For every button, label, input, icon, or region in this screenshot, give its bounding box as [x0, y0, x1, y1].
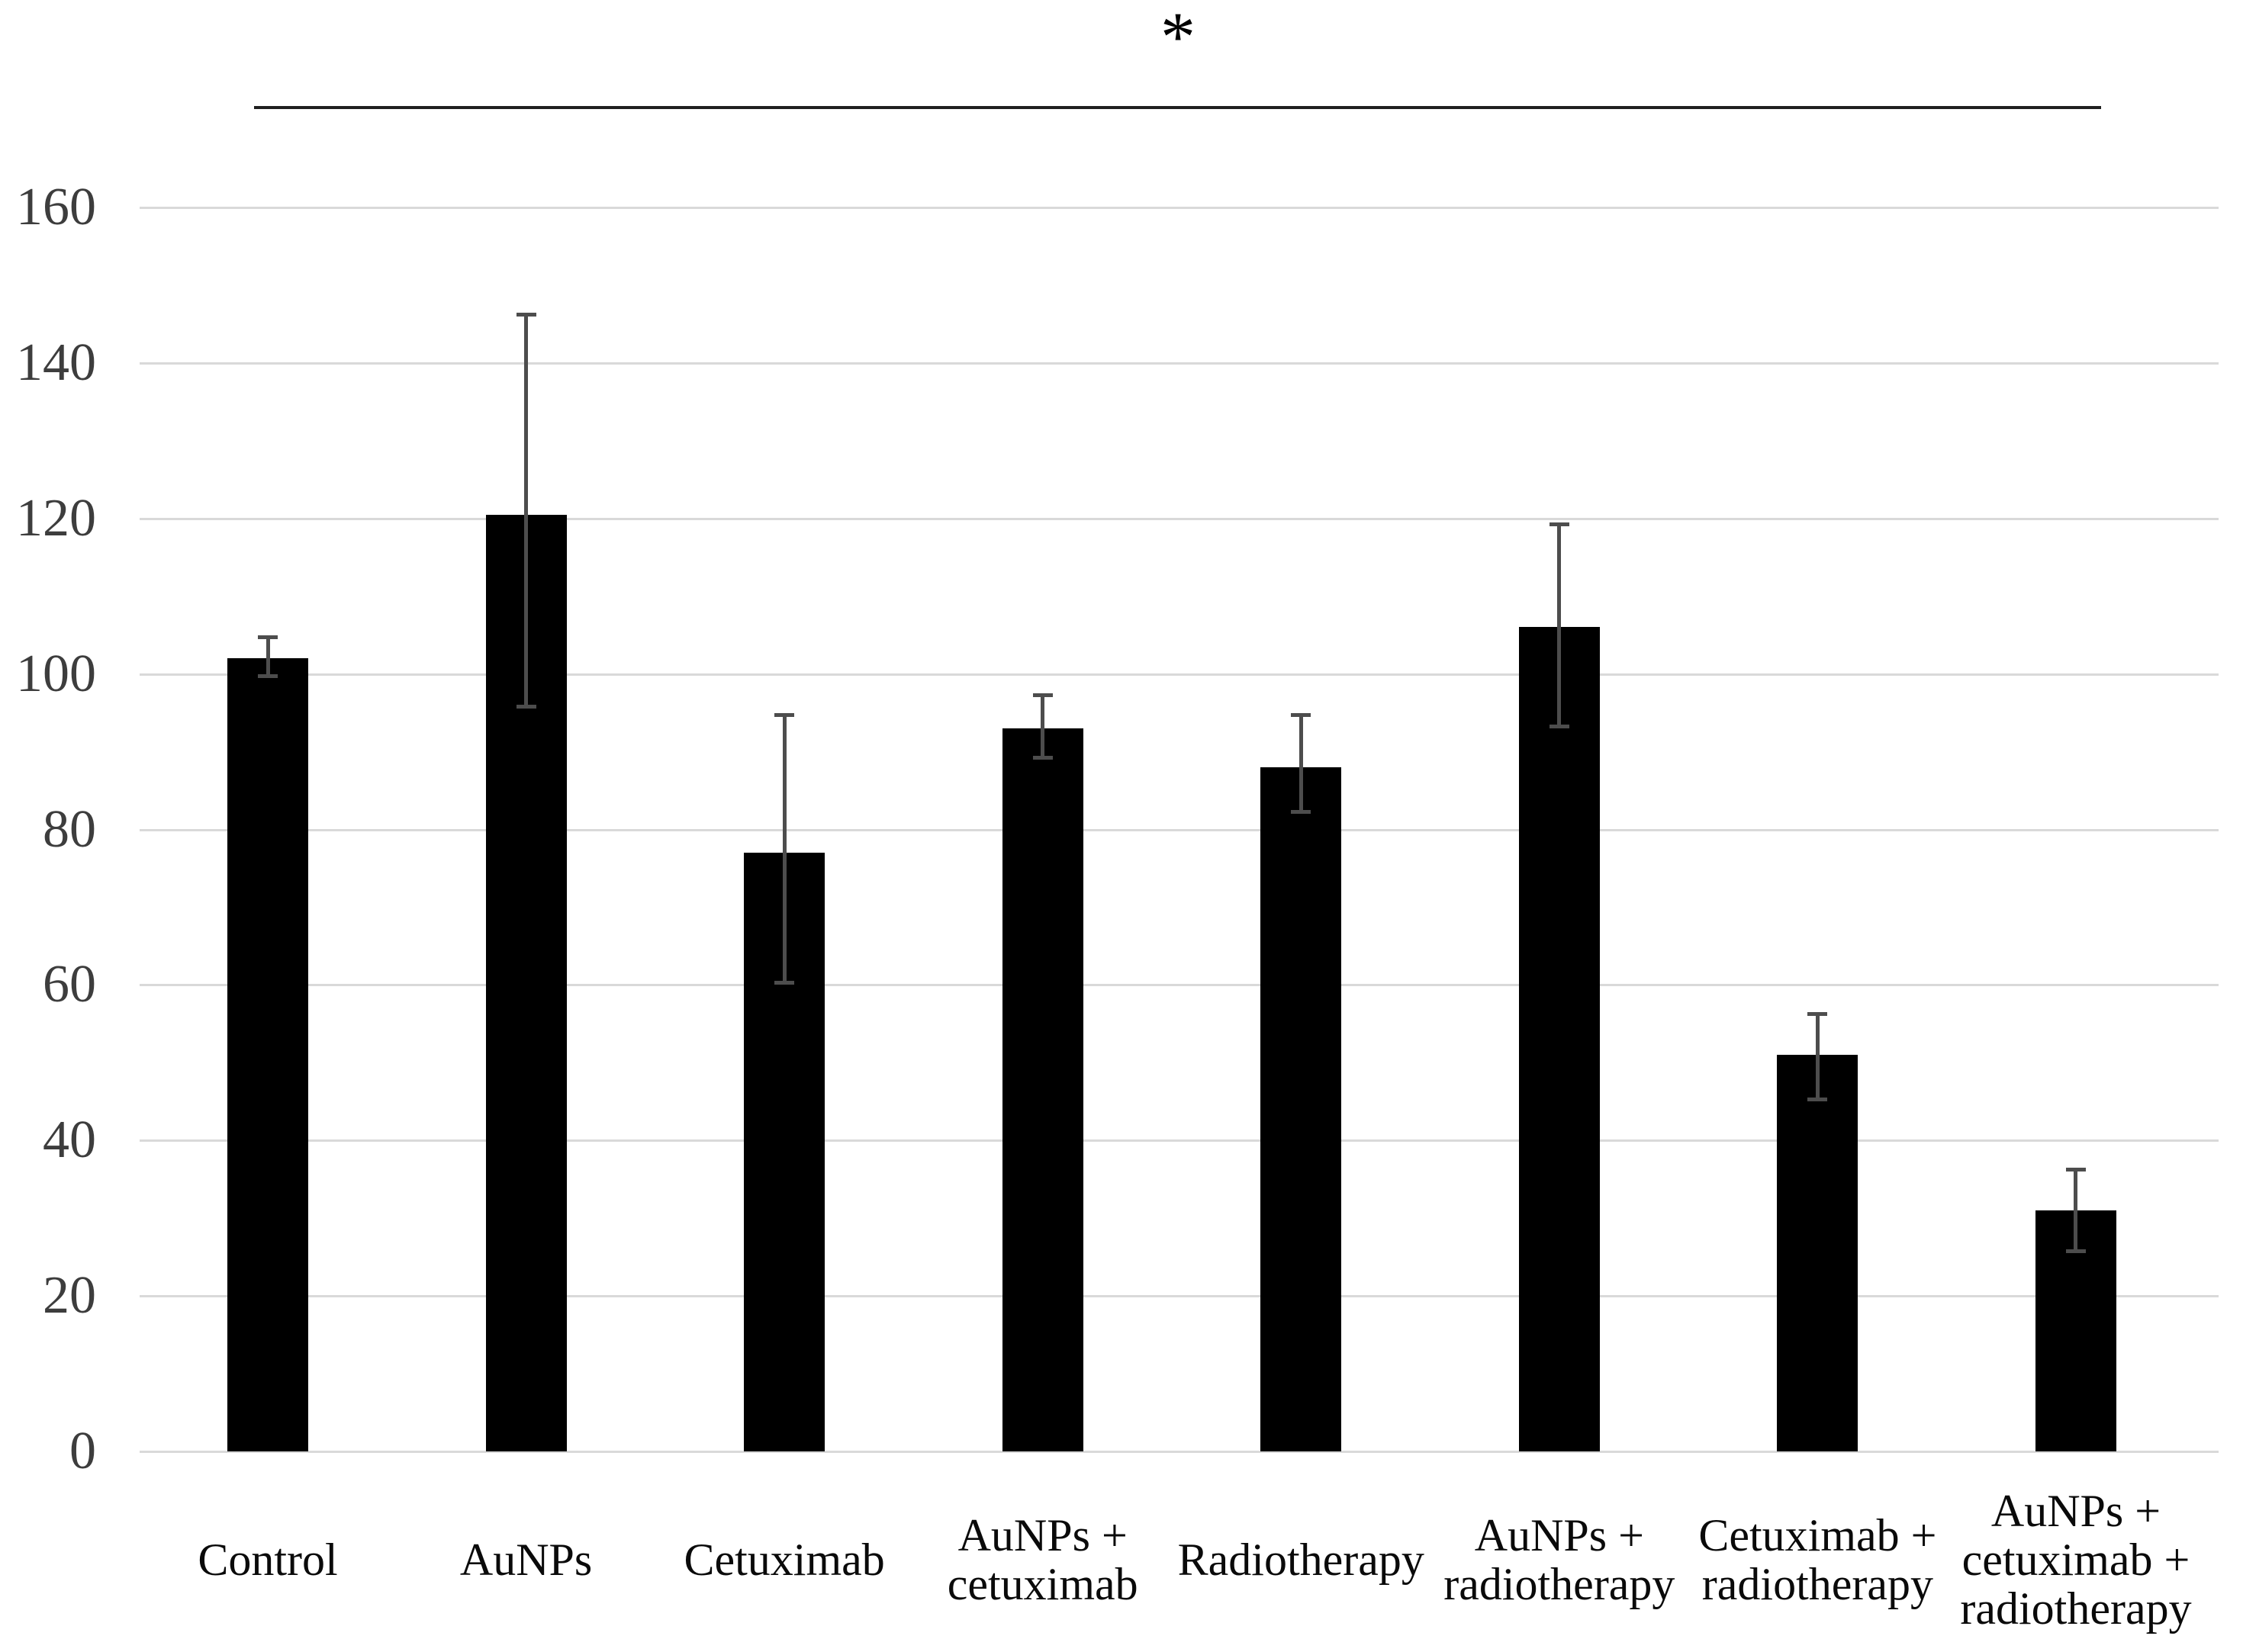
- x-axis-label-line: radiotherapy: [1701, 1559, 1933, 1609]
- x-axis-label: AuNPs + cetuximab: [913, 1476, 1173, 1644]
- y-axis-tick-label: 160: [16, 178, 96, 236]
- error-bar-cap-bottom: [1032, 755, 1053, 760]
- bar: [1002, 728, 1083, 1451]
- gridline-120: [140, 517, 2219, 520]
- error-bar-cap-top: [1549, 522, 1569, 526]
- bar: [1777, 1055, 1858, 1451]
- error-bar: [1041, 693, 1045, 760]
- y-axis-tick-label: 40: [43, 1110, 96, 1170]
- y-axis-tick-label: 100: [16, 644, 96, 703]
- error-bar: [2074, 1167, 2078, 1254]
- gridline-60: [140, 984, 2219, 987]
- x-axis-label-line: AuNPs +: [957, 1510, 1128, 1560]
- x-axis-label-line: Cetuximab +: [1698, 1510, 1937, 1560]
- error-bar-cap-bottom: [516, 705, 536, 709]
- error-bar: [265, 635, 270, 678]
- x-axis-label: Cetuximab + radiotherapy: [1688, 1476, 1947, 1644]
- x-axis-label-line: Cetuximab: [684, 1535, 885, 1585]
- gridline-80: [140, 828, 2219, 831]
- x-axis-label: Control: [138, 1476, 397, 1644]
- error-bar-cap-bottom: [1549, 724, 1569, 728]
- error-bar-cap-top: [1291, 712, 1311, 717]
- error-bar: [524, 312, 529, 709]
- bar: [1518, 627, 1600, 1451]
- bar: [1260, 767, 1342, 1451]
- y-axis-tick-label: 80: [43, 799, 96, 859]
- x-axis-label: Cetuximab: [655, 1476, 914, 1644]
- x-axis-label-line: Control: [198, 1535, 338, 1585]
- error-bar-cap-bottom: [2065, 1249, 2086, 1254]
- error-bar-cap-bottom: [1291, 810, 1311, 815]
- significance-asterisk: *: [1160, 0, 1196, 76]
- x-axis-label: AuNPs + cetuximab + radiotherapy: [1946, 1476, 2206, 1644]
- error-bar-cap-top: [1807, 1012, 1828, 1017]
- x-axis-label: AuNPs: [397, 1476, 656, 1644]
- error-bar-cap-top: [2065, 1167, 2086, 1172]
- error-bar-cap-top: [258, 635, 278, 639]
- x-axis-label-line: cetuximab: [947, 1559, 1138, 1609]
- gridline-20: [140, 1295, 2219, 1298]
- x-axis-label-line: AuNPs: [459, 1535, 593, 1585]
- x-axis-label-line: radiotherapy: [1960, 1583, 2192, 1634]
- y-axis-tick-label: 120: [16, 488, 96, 548]
- gridline-0: [140, 1451, 2219, 1453]
- y-axis-tick-label: 20: [43, 1266, 96, 1326]
- x-axis-label-line: AuNPs +: [1474, 1510, 1644, 1560]
- x-axis-label-line: AuNPs +: [1990, 1486, 2161, 1536]
- x-axis-label-line: Radiotherapy: [1177, 1535, 1424, 1585]
- x-axis-label: Radiotherapy: [1171, 1476, 1430, 1644]
- error-bar: [782, 712, 787, 985]
- error-bar-cap-bottom: [774, 981, 795, 985]
- x-axis-label-line: cetuximab +: [1961, 1535, 2190, 1585]
- y-axis-tick-label: 140: [16, 333, 96, 392]
- y-axis-tick-label: 60: [43, 955, 96, 1014]
- error-bar-cap-top: [516, 312, 536, 317]
- error-bar-cap-top: [774, 712, 795, 717]
- gridline-100: [140, 673, 2219, 676]
- bar: [227, 658, 308, 1451]
- error-bar-cap-top: [1032, 693, 1053, 698]
- error-bar: [1815, 1012, 1820, 1102]
- error-bar: [1557, 522, 1562, 728]
- significance-line: [254, 106, 2101, 109]
- x-axis-label-line: radiotherapy: [1443, 1559, 1675, 1609]
- y-axis-tick-label: 0: [69, 1422, 96, 1480]
- error-bar-cap-bottom: [258, 673, 278, 678]
- x-axis-label: AuNPs + radiotherapy: [1430, 1476, 1689, 1644]
- gridline-160: [140, 207, 2219, 209]
- error-bar: [1298, 712, 1303, 815]
- error-bar-cap-bottom: [1807, 1098, 1828, 1102]
- gridline-40: [140, 1139, 2219, 1143]
- gridline-140: [140, 362, 2219, 365]
